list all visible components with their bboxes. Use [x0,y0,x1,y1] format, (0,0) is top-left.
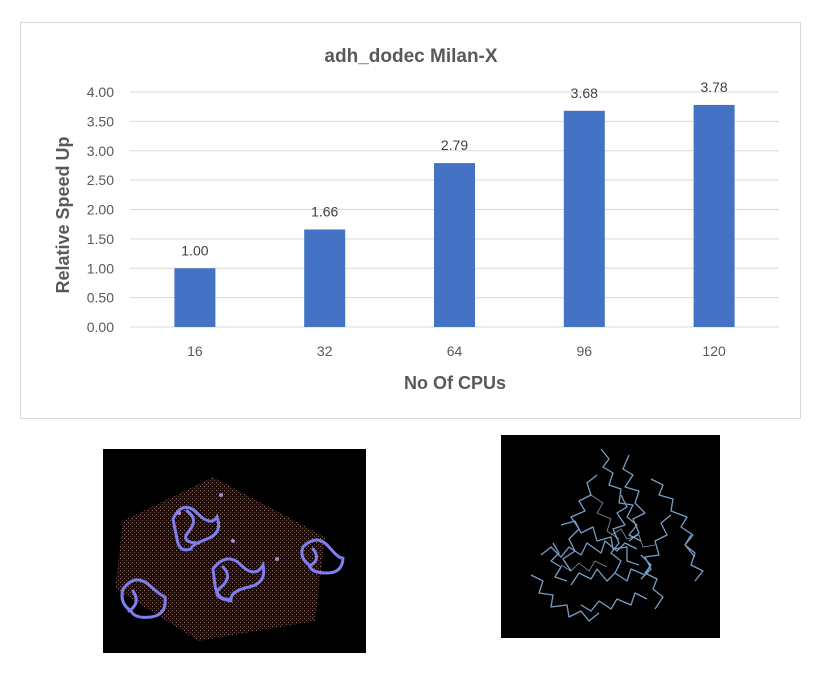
plot-area: 0.00 0.50 1.00 1.50 2.00 2.50 3.00 3.50 4.00 1.00… [87,79,779,359]
y-tick-label: 4.00 [87,84,114,100]
data-label: 2.79 [441,137,468,153]
y-tick-label: 1.50 [87,231,114,247]
protein-ribbon-image [501,435,720,638]
y-axis-label: Relative Speed Up [53,136,73,293]
x-tick-label: 64 [447,343,463,359]
data-label: 1.00 [181,242,208,258]
chart-frame: adh_dodec Milan-X Relative Speed Up No O… [20,22,801,419]
y-tick-label: 3.00 [87,143,114,159]
y-tick-label: 1.00 [87,260,114,276]
y-tick-label: 0.00 [87,319,114,335]
y-tick-label: 3.50 [87,113,114,129]
bar [693,104,735,327]
bar-chart: adh_dodec Milan-X Relative Speed Up No O… [53,46,779,393]
bar [563,110,605,327]
bar [434,163,475,327]
bar [304,229,346,327]
bar [174,268,216,327]
data-label: 3.78 [700,79,727,95]
x-tick-label: 32 [317,343,333,359]
x-tick-label: 96 [577,343,593,359]
data-label: 1.66 [311,203,338,219]
y-tick-label: 2.50 [87,172,114,188]
protein-solvent-image [103,449,366,653]
x-tick-label: 120 [702,343,726,359]
y-tick-label: 0.50 [87,290,114,306]
chart-title: adh_dodec Milan-X [324,46,497,67]
x-tick-label: 16 [187,343,203,359]
data-label: 3.68 [571,85,598,101]
x-axis-label: No Of CPUs [404,373,506,393]
y-tick-label: 2.00 [87,202,114,218]
